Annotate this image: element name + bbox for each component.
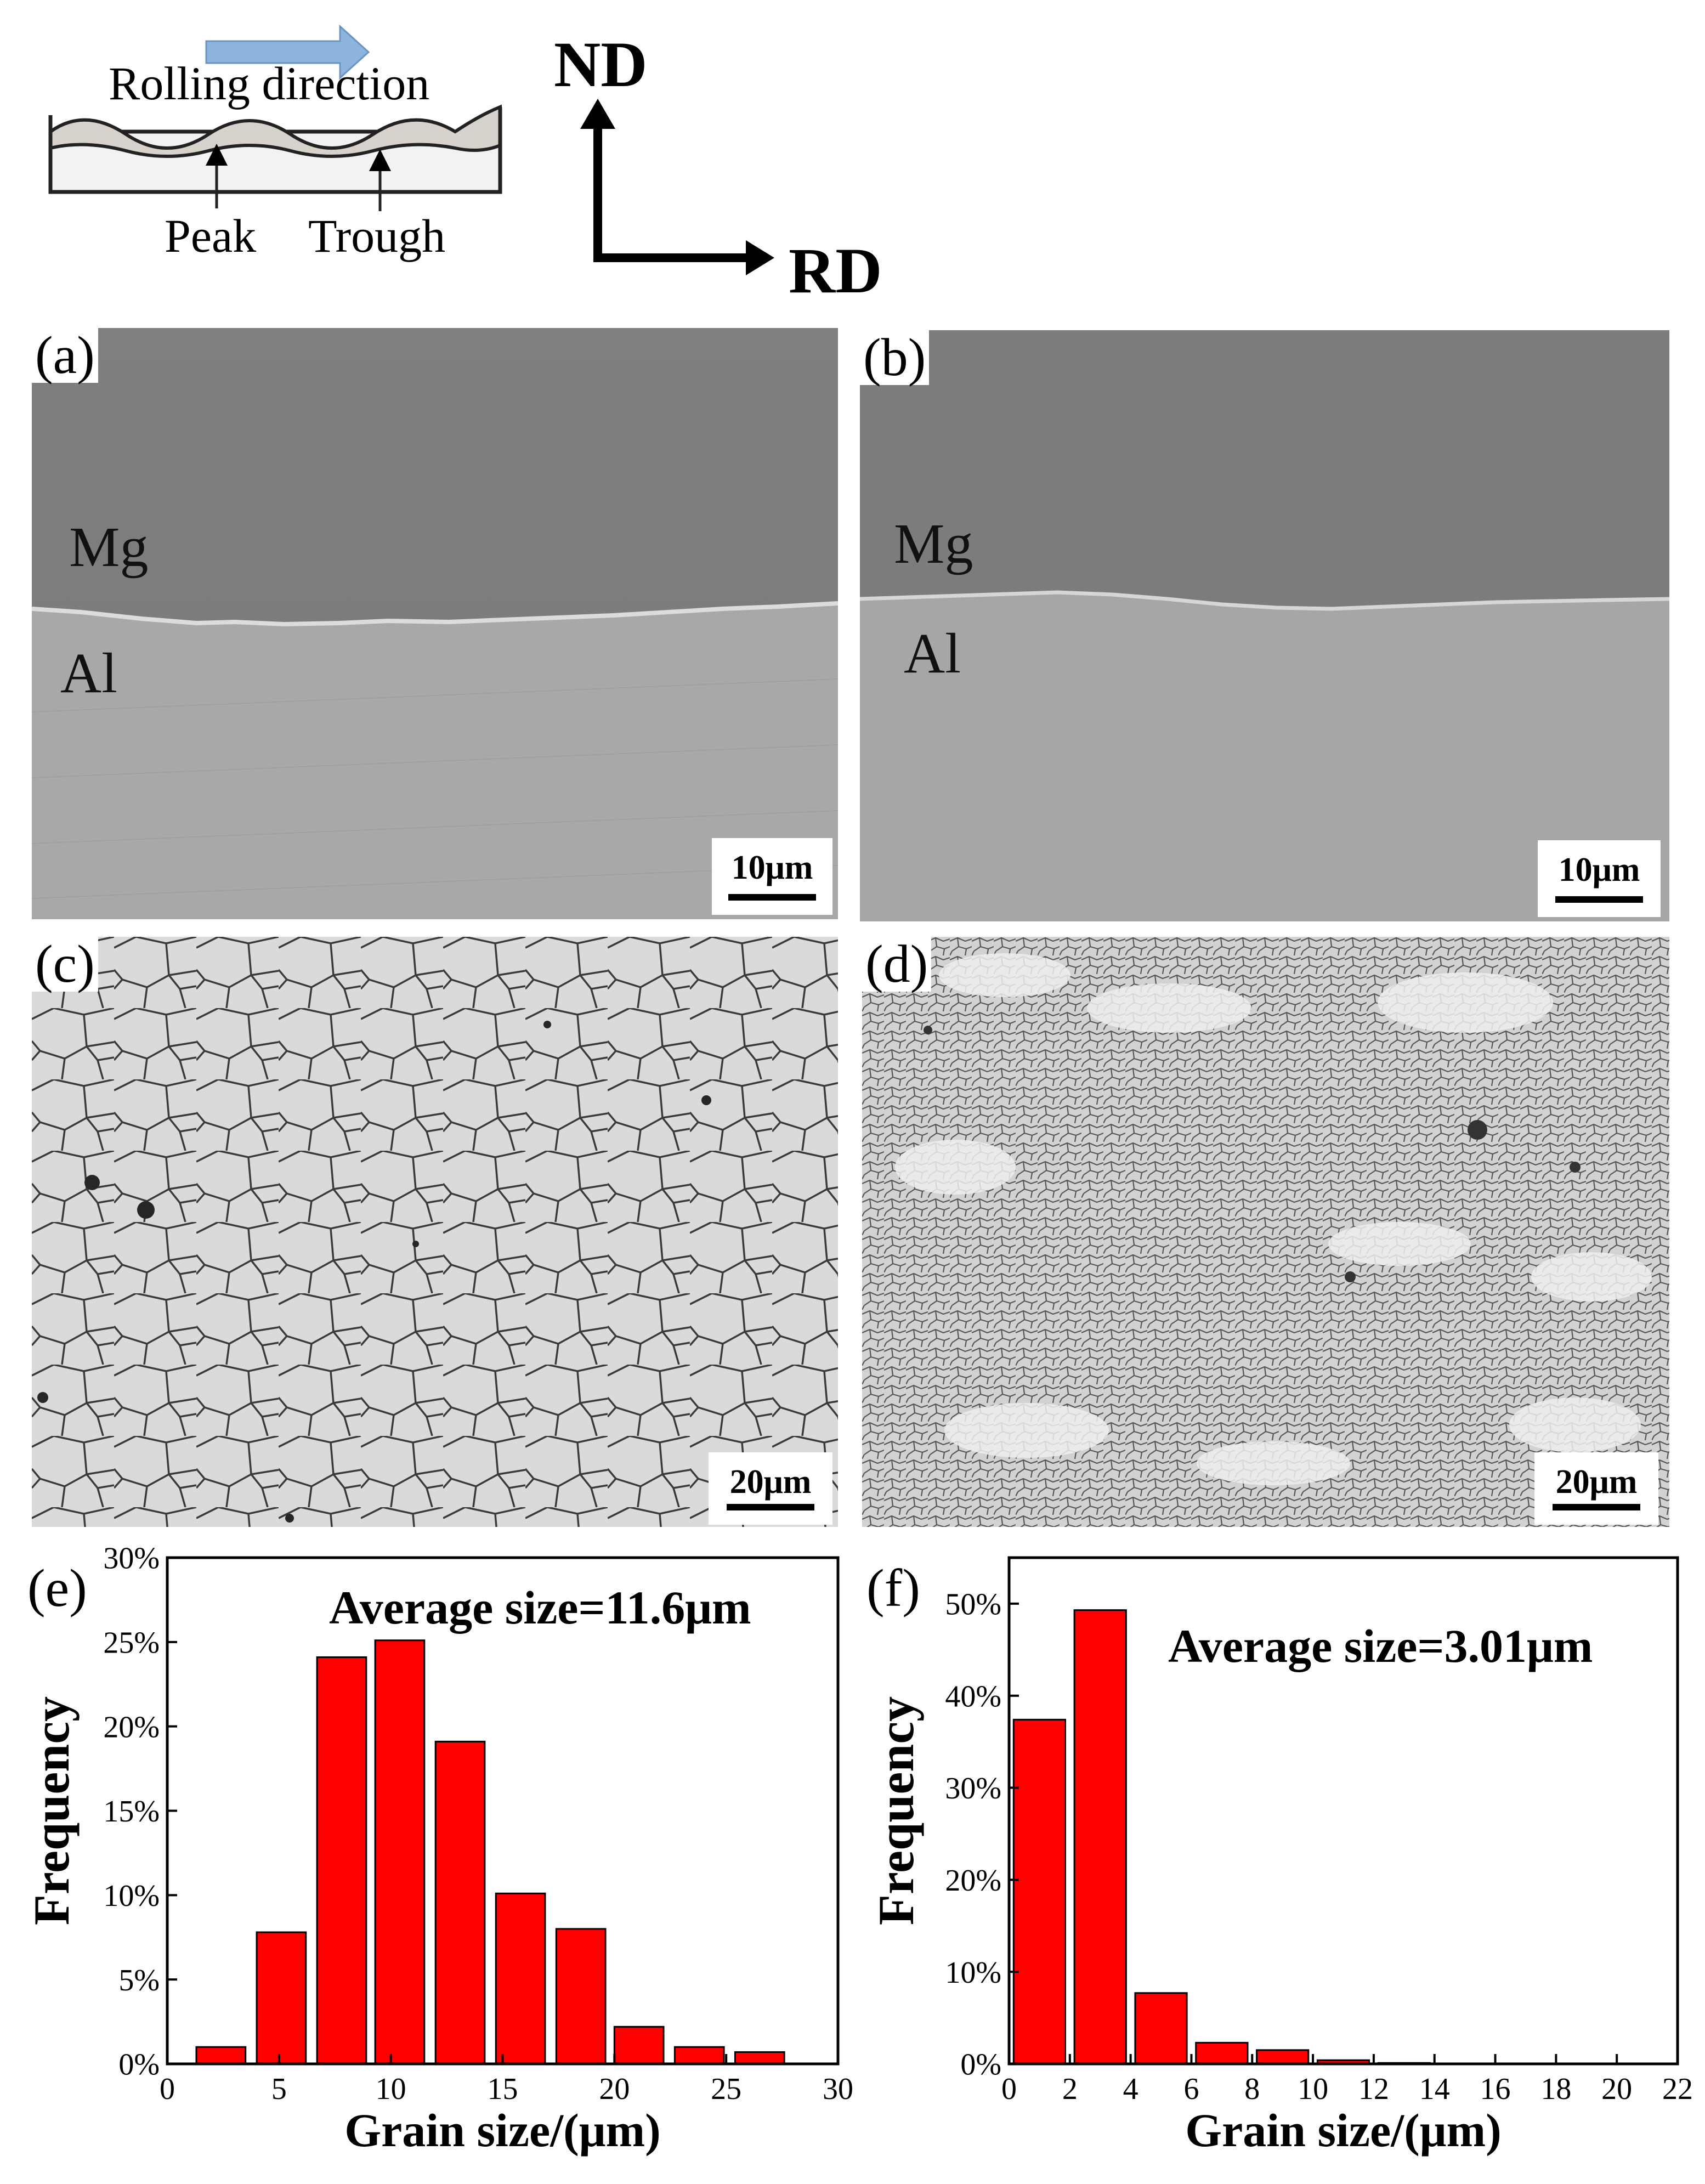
histogram-bar: [1195, 2041, 1249, 2065]
plot-frame: [1007, 1556, 1679, 2066]
histogram-bar: [256, 1931, 307, 2065]
x-tick-label: 14: [1419, 2072, 1450, 2106]
panel-b-mg-label: Mg: [894, 512, 973, 575]
x-tick-label: 25: [711, 2072, 741, 2106]
rolling-schematic: Rolling direction Peak Trough: [44, 16, 516, 269]
x-tick-label: 10: [376, 2072, 406, 2106]
y-tick-label: 10%: [103, 1879, 160, 1913]
panel-c-label: (c): [32, 937, 98, 992]
y-tick-label: 5%: [118, 1964, 160, 1998]
histogram-bar: [1073, 1609, 1127, 2065]
histogram-bar: [734, 2051, 785, 2065]
panel-b-label: (b): [860, 330, 930, 385]
chart-f-plot: 0 2 4 6 8 10 12 14 16 18 20 22 0% 10% 20% 30% 40% 50% Grai…: [868, 1556, 1693, 2157]
panel-a-mg-label: Mg: [69, 516, 149, 579]
x-tick-label: 5: [271, 2072, 287, 2106]
chart-e-plot: 0 5 10 15 20 25 30 0% 5% 10% 15% 20% 25% 30% Grain siz…: [24, 1542, 853, 2157]
average-size-annotation: Average size=3.01μm: [1168, 1620, 1593, 1672]
x-tick-label: 12: [1358, 2072, 1389, 2106]
x-axis-title: Grain size/(μm): [344, 2104, 661, 2157]
x-tick-label: 22: [1662, 2072, 1693, 2106]
y-tick-label: 10%: [945, 1956, 1001, 1990]
panel-e-label: (e): [27, 1559, 87, 1618]
x-tick-label: 20: [599, 2072, 630, 2106]
histogram-bar: [555, 1928, 607, 2065]
x-tick-label: 0: [160, 2072, 175, 2106]
x-tick-label: 30: [823, 2072, 853, 2106]
x-tick-label: 4: [1123, 2072, 1138, 2106]
panel-a-sem: (a) Mg Al 10μm: [32, 328, 838, 919]
chart-f: (f) 0 2 4 6 8 10 12 14 16 18 20 22 0% 10% 20% 30% 40% 50%…: [856, 1541, 1705, 2184]
histogram-bar: [195, 2046, 247, 2065]
y-tick-label: 0%: [960, 2048, 1001, 2082]
x-tick-label: 6: [1183, 2072, 1199, 2106]
nd-label: ND: [554, 29, 648, 100]
panel-c-micrograph: (c) 20μm: [32, 937, 838, 1527]
panel-a-scale-text: 10μm: [731, 849, 813, 886]
panel-b-sem: (b) Mg Al 10μm: [860, 330, 1669, 921]
panel-b-al-label: Al: [904, 622, 961, 685]
panel-d-micrograph: (d) 20μm: [862, 937, 1669, 1527]
trough-label: Trough: [308, 210, 446, 262]
histogram-bar: [613, 2025, 665, 2065]
x-tick-label: 20: [1601, 2072, 1632, 2106]
panel-f-label: (f): [866, 1559, 920, 1618]
panel-d-scale-text: 20μm: [1555, 1463, 1638, 1501]
y-tick-label: 30%: [945, 1772, 1001, 1806]
panel-a-scale-bar: 10μm: [712, 838, 832, 915]
x-tick-label: 2: [1062, 2072, 1078, 2106]
direction-axes: ND RD: [548, 16, 899, 307]
panel-b-interface: [860, 590, 1669, 921]
average-size-annotation: Average size=11.6μm: [329, 1581, 751, 1634]
y-tick-label: 0%: [118, 2048, 160, 2082]
y-tick-label: 50%: [945, 1588, 1001, 1622]
histogram-bar: [495, 1892, 546, 2065]
panel-b-scale-text: 10μm: [1558, 851, 1640, 889]
y-tick-label: 40%: [945, 1679, 1001, 1713]
y-tick-label: 20%: [103, 1710, 160, 1744]
y-tick-label: 30%: [103, 1542, 160, 1576]
rolling-direction-label: Rolling direction: [109, 57, 430, 110]
panel-a-interface: [32, 601, 838, 919]
y-tick-label: 15%: [103, 1795, 160, 1829]
histogram-bar: [1012, 1718, 1067, 2065]
x-tick-label: 8: [1244, 2072, 1260, 2106]
histogram-bar: [1134, 1992, 1188, 2065]
panel-b-scale-bar: 10μm: [1538, 840, 1661, 917]
panel-d-label: (d): [862, 937, 932, 992]
panel-d-scale-bar: 20μm: [1534, 1452, 1658, 1525]
histogram-bar: [434, 1740, 486, 2065]
panel-c-grain-pattern: [32, 937, 838, 1527]
rolling-direction-arrow: [205, 24, 370, 80]
peak-label: Peak: [165, 210, 257, 262]
panel-c-scale-bar: 20μm: [709, 1452, 832, 1525]
x-tick-label: 15: [488, 2072, 518, 2106]
histogram-bar: [374, 1639, 426, 2065]
histogram-bar: [316, 1656, 367, 2065]
panel-a-al-label: Al: [60, 642, 117, 705]
y-axis-title: Frequency: [24, 1696, 80, 1925]
x-tick-label: 16: [1480, 2072, 1511, 2106]
x-tick-label: 0: [1001, 2072, 1017, 2106]
chart-e: (e) 0 5 10 15 20 25 30 0% 5% 10% 15% 20% 25% 30% Grain…: [0, 1541, 856, 2184]
rolling-schematic-drawing: [48, 24, 502, 211]
histogram-bar: [673, 2046, 725, 2065]
panel-d-grain-pattern: [862, 937, 1669, 1527]
x-axis-title: Grain size/(μm): [1185, 2104, 1502, 2157]
histogram-bar: [1256, 2049, 1310, 2065]
panel-a-label: (a): [32, 328, 98, 383]
nd-rd-arrows: [580, 99, 774, 275]
y-tick-label: 20%: [945, 1864, 1001, 1898]
panel-c-scale-text: 20μm: [729, 1463, 812, 1501]
y-axis-title: Frequency: [868, 1696, 924, 1925]
x-tick-label: 18: [1540, 2072, 1571, 2106]
y-tick-label: 25%: [103, 1626, 160, 1660]
rd-label: RD: [789, 235, 882, 307]
x-tick-label: 10: [1298, 2072, 1328, 2106]
